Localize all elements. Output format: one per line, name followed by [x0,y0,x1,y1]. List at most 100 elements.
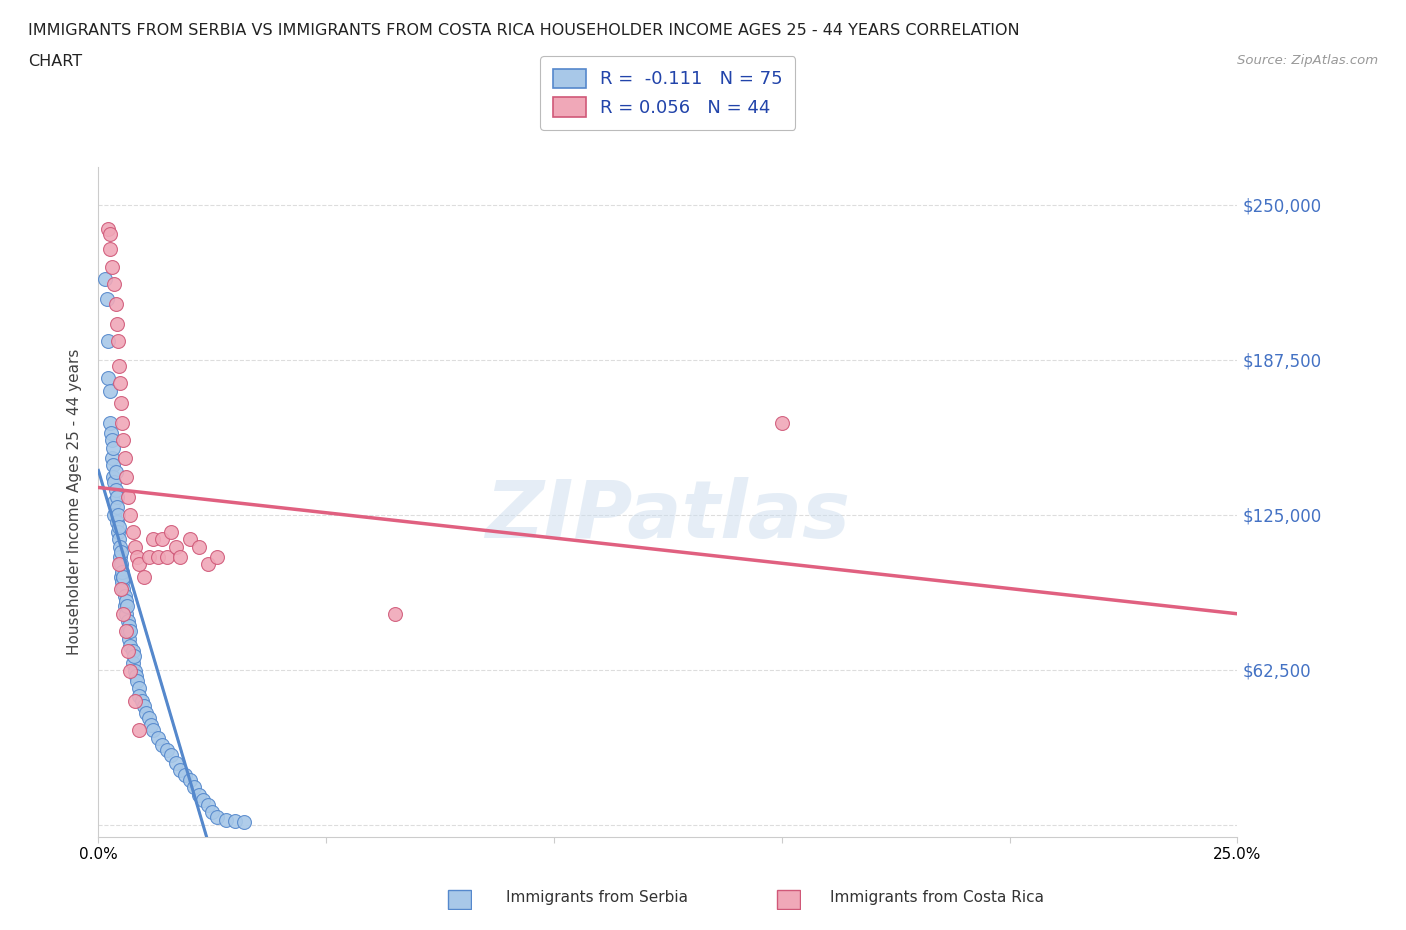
Point [105,316,128,331]
Point [117,490,139,505]
Point [179,532,201,547]
Point [174,767,197,782]
Point [103,507,125,522]
Point [114,470,136,485]
Point [111,565,134,579]
Point [384,606,406,621]
Point [122,648,145,663]
Point [187,788,209,803]
Point [114,450,136,465]
Point [120,639,142,654]
Point [121,644,143,658]
Point [110,569,132,584]
Point [96,291,118,306]
Point [160,525,183,539]
Point [110,557,132,572]
Point [110,395,132,410]
Point [142,723,165,737]
Point [110,376,132,391]
Point [104,483,127,498]
Text: Source: ZipAtlas.com: Source: ZipAtlas.com [1237,54,1378,67]
Point [98,416,121,431]
Point [115,599,138,614]
Point [112,606,135,621]
Point [98,227,121,242]
Point [108,358,131,373]
Point [120,507,142,522]
Point [138,550,160,565]
Point [146,550,169,565]
Point [146,730,169,745]
Point [233,815,256,830]
Point [101,432,124,447]
Point [114,594,136,609]
Point [101,450,124,465]
Point [160,748,183,763]
Point [104,297,127,312]
Point [128,681,150,696]
Point [156,743,179,758]
Point [108,520,131,535]
Point [100,425,122,440]
Point [215,812,238,827]
Point [165,755,187,770]
Point [165,539,187,554]
Point [128,688,150,703]
Point [201,804,224,819]
Point [105,514,128,529]
Point [150,737,173,752]
Point [101,259,124,274]
Point [142,532,165,547]
Point [98,383,121,398]
Point [114,606,136,621]
Point [128,723,150,737]
Point [197,797,219,812]
Point [110,544,132,559]
Point [125,669,148,684]
Point [105,499,128,514]
Point [110,581,132,596]
Point [103,495,125,510]
Point [112,569,135,584]
Point [205,550,228,565]
Point [120,663,142,678]
Point [121,525,143,539]
Point [124,663,146,678]
Point [94,272,117,286]
Point [118,618,141,633]
Legend: R =  -0.111   N = 75, R = 0.056   N = 44: R = -0.111 N = 75, R = 0.056 N = 44 [540,56,796,130]
Point [103,475,125,490]
Point [135,706,157,721]
Point [224,814,246,829]
Point [197,557,219,572]
Point [131,693,153,708]
Point [150,532,173,547]
Point [156,550,179,565]
Point [118,631,141,646]
Point [127,550,149,565]
Point [117,644,139,658]
Point [138,711,160,725]
Point [112,432,135,447]
Point [107,525,129,539]
Y-axis label: Householder Income Ages 25 - 44 years: Householder Income Ages 25 - 44 years [67,349,83,656]
Text: ZIPatlas: ZIPatlas [485,476,851,554]
Text: IMMIGRANTS FROM SERBIA VS IMMIGRANTS FROM COSTA RICA HOUSEHOLDER INCOME AGES 25 : IMMIGRANTS FROM SERBIA VS IMMIGRANTS FRO… [28,23,1019,38]
Point [187,539,209,554]
Point [108,557,131,572]
Point [128,557,150,572]
Point [114,589,136,604]
Point [120,624,142,639]
Point [139,718,162,733]
Text: Immigrants from Serbia: Immigrants from Serbia [506,890,688,905]
Point [107,507,129,522]
Point [103,276,125,291]
Point [205,810,228,825]
Point [96,334,118,349]
Point [108,532,131,547]
Text: Immigrants from Costa Rica: Immigrants from Costa Rica [830,890,1043,905]
Point [104,465,127,480]
Point [101,470,124,485]
Point [132,698,155,713]
Point [101,458,124,472]
